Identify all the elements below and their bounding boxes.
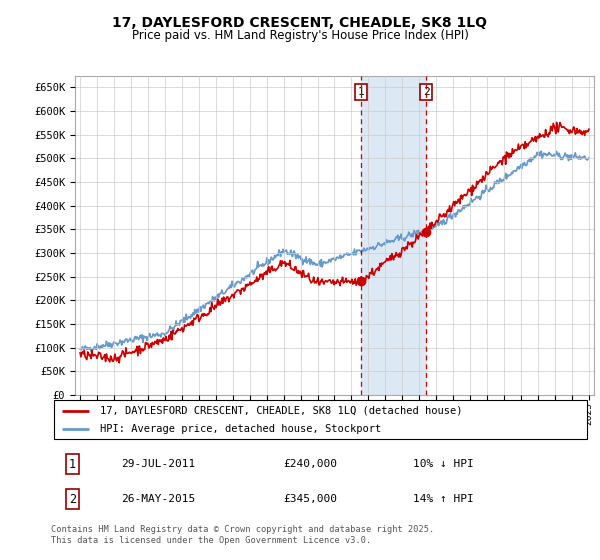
Text: Price paid vs. HM Land Registry's House Price Index (HPI): Price paid vs. HM Land Registry's House … — [131, 29, 469, 42]
Text: 1: 1 — [69, 458, 76, 470]
Text: £240,000: £240,000 — [283, 459, 337, 469]
Text: 2: 2 — [423, 87, 430, 97]
Text: Contains HM Land Registry data © Crown copyright and database right 2025.
This d: Contains HM Land Registry data © Crown c… — [51, 525, 434, 545]
Text: 17, DAYLESFORD CRESCENT, CHEADLE, SK8 1LQ (detached house): 17, DAYLESFORD CRESCENT, CHEADLE, SK8 1L… — [100, 405, 462, 416]
Text: 14% ↑ HPI: 14% ↑ HPI — [413, 494, 473, 504]
Text: 2: 2 — [69, 493, 76, 506]
Text: 10% ↓ HPI: 10% ↓ HPI — [413, 459, 473, 469]
Text: £345,000: £345,000 — [283, 494, 337, 504]
FancyBboxPatch shape — [54, 400, 587, 439]
Text: HPI: Average price, detached house, Stockport: HPI: Average price, detached house, Stoc… — [100, 424, 381, 434]
Text: 29-JUL-2011: 29-JUL-2011 — [121, 459, 196, 469]
Text: 17, DAYLESFORD CRESCENT, CHEADLE, SK8 1LQ: 17, DAYLESFORD CRESCENT, CHEADLE, SK8 1L… — [113, 16, 487, 30]
Bar — [361, 76, 426, 395]
Text: 1: 1 — [358, 87, 365, 97]
Text: 26-MAY-2015: 26-MAY-2015 — [121, 494, 196, 504]
